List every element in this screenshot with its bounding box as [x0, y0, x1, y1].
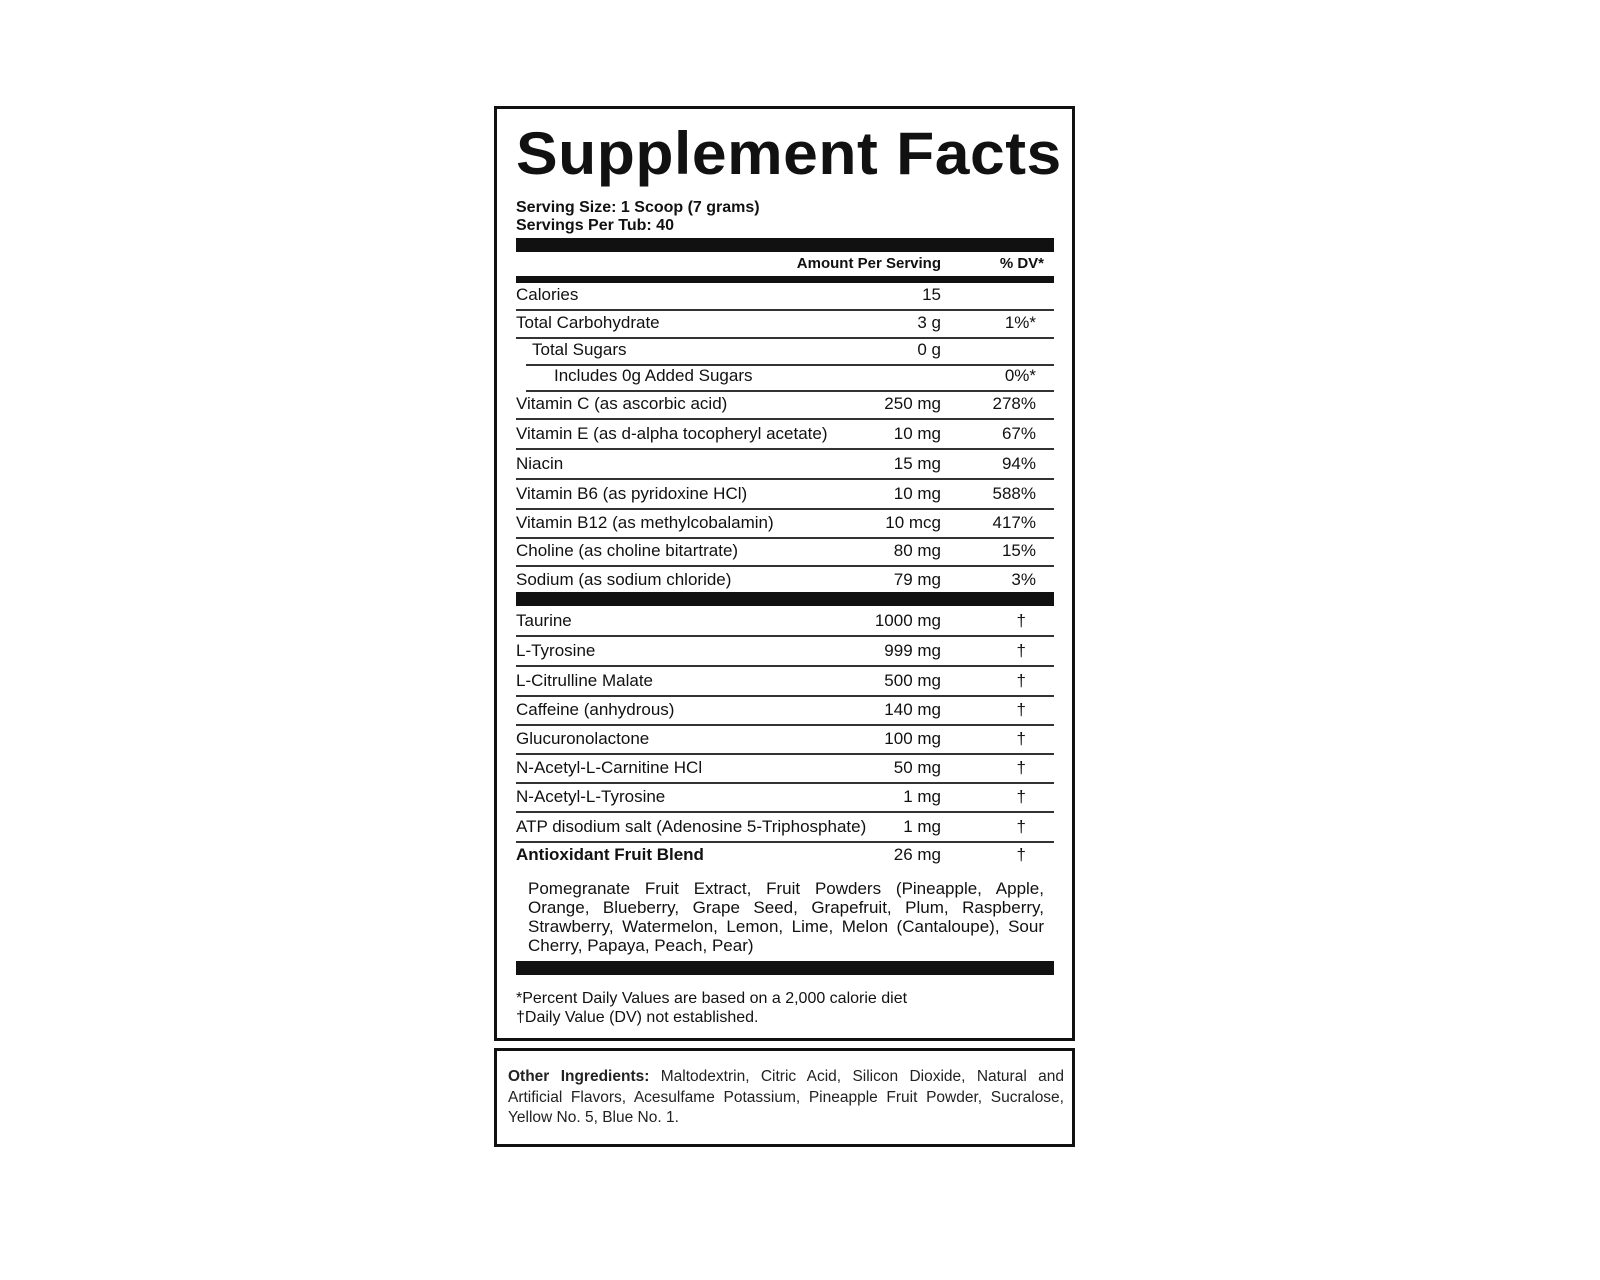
other-ingredients-label: Other Ingredients: — [508, 1068, 650, 1085]
footnote-dagger: †Daily Value (DV) not established. — [516, 1009, 759, 1026]
ingredient-row: N-Acetyl-L-Carnitine HCl 50 mg † — [516, 755, 1054, 784]
servings-per-container: Servings Per Tub: 40 — [516, 217, 674, 234]
row-dv: 67% — [1001, 424, 1036, 443]
row-name: Glucuronolactone — [516, 729, 650, 748]
nutrient-row: Calories 15 — [516, 283, 1054, 311]
row-name: Includes 0g Added Sugars — [554, 366, 753, 385]
row-dv: † — [1016, 671, 1026, 690]
row-amount: 10 mg — [893, 484, 941, 503]
row-amount: 50 mg — [893, 758, 941, 777]
row-amount: 10 mg — [893, 424, 941, 443]
ingredient-row: L-Tyrosine 999 mg † — [516, 637, 1054, 667]
row-name: ATP disodium salt (Adenosine 5-Triphosph… — [516, 817, 867, 836]
row-amount: 15 — [922, 285, 941, 304]
row-amount: 1000 mg — [874, 611, 941, 630]
ingredient-row: Caffeine (anhydrous) 140 mg † — [516, 697, 1054, 726]
row-name: Caffeine (anhydrous) — [516, 700, 675, 719]
row-name: Total Carbohydrate — [516, 313, 660, 332]
row-amount: 250 mg — [884, 394, 941, 413]
row-amount: 1 mg — [903, 817, 941, 836]
supplement-facts-panel: Supplement Facts Serving Size: 1 Scoop (… — [494, 106, 1075, 1041]
column-header: Amount Per Serving % DV* — [516, 249, 1054, 276]
row-dv: † — [1016, 700, 1026, 719]
row-dv: † — [1016, 845, 1026, 864]
row-dv: 588% — [992, 484, 1036, 503]
thick-divider — [516, 238, 1054, 252]
row-dv: 94% — [1001, 454, 1036, 473]
nutrient-row: Includes 0g Added Sugars 0%* — [526, 366, 1054, 392]
nutrient-row: Vitamin B12 (as methylcobalamin) 10 mcg 41… — [516, 510, 1054, 539]
row-name: Vitamin C (as ascorbic acid) — [516, 394, 728, 413]
row-name: Antioxidant Fruit Blend — [516, 845, 704, 864]
amount-header: Amount Per Serving — [796, 255, 941, 272]
row-dv: † — [1016, 787, 1026, 806]
row-name: Total Sugars — [532, 340, 627, 359]
row-name: Vitamin E (as d-alpha tocopheryl acetate… — [516, 424, 828, 443]
ingredient-row: ATP disodium salt (Adenosine 5-Triphosph… — [516, 813, 1054, 843]
dv-header: % DV* — [999, 255, 1044, 272]
row-amount: 3 g — [917, 313, 941, 332]
row-amount: 26 mg — [893, 845, 941, 864]
row-amount: 140 mg — [884, 700, 941, 719]
ingredient-row: Antioxidant Fruit Blend 26 mg † — [516, 843, 1054, 869]
nutrient-row: Vitamin E (as d-alpha tocopheryl acetate… — [516, 420, 1054, 450]
nutrient-row: Niacin 15 mg 94% — [516, 450, 1054, 480]
row-amount: 1 mg — [903, 787, 941, 806]
serving-size: Serving Size: 1 Scoop (7 grams) — [516, 199, 760, 216]
row-dv: † — [1016, 641, 1026, 660]
nutrient-row: Vitamin B6 (as pyridoxine HCl) 10 mg 588% — [516, 480, 1054, 510]
row-amount: 500 mg — [884, 671, 941, 690]
other-ingredients-panel: Other Ingredients: Maltodextrin, Citric … — [494, 1048, 1075, 1147]
ingredient-row: Glucuronolactone 100 mg † — [516, 726, 1054, 755]
row-amount: 999 mg — [884, 641, 941, 660]
row-name: N-Acetyl-L-Carnitine HCl — [516, 758, 703, 777]
row-amount: 79 mg — [893, 570, 941, 589]
nutrient-row: Total Sugars 0 g — [526, 339, 1054, 366]
row-dv: † — [1016, 729, 1026, 748]
nutrient-row: Total Carbohydrate 3 g 1%* — [516, 311, 1054, 339]
row-name: N-Acetyl-L-Tyrosine — [516, 787, 666, 806]
row-dv: 0%* — [1004, 366, 1036, 385]
row-name: Vitamin B6 (as pyridoxine HCl) — [516, 484, 748, 503]
row-name: Sodium (as sodium chloride) — [516, 570, 732, 589]
ingredient-row: Taurine 1000 mg † — [516, 608, 1054, 637]
divider — [516, 276, 1054, 283]
row-amount: 100 mg — [884, 729, 941, 748]
nutrient-row: Sodium (as sodium chloride) 79 mg 3% — [516, 567, 1054, 594]
nutrient-row: Choline (as choline bitartrate) 80 mg 15% — [516, 539, 1054, 567]
row-dv: 1%* — [1004, 313, 1036, 332]
row-dv: † — [1016, 758, 1026, 777]
row-name: Choline (as choline bitartrate) — [516, 541, 739, 560]
panel-title: Supplement Facts — [516, 120, 1062, 187]
other-ingredients: Other Ingredients: Maltodextrin, Citric … — [508, 1067, 1064, 1129]
row-dv: 15% — [1001, 541, 1036, 560]
other-ingredients-text: Maltodextrin, Citric Acid, Silicon Dioxi… — [508, 1068, 1064, 1126]
row-name: L-Citrulline Malate — [516, 671, 653, 690]
row-amount: 0 g — [917, 340, 941, 359]
row-dv: 3% — [1011, 570, 1036, 589]
nutrient-row: Vitamin C (as ascorbic acid) 250 mg 278% — [516, 392, 1054, 420]
footnote-dv: *Percent Daily Values are based on a 2,0… — [516, 990, 908, 1007]
row-amount: 80 mg — [893, 541, 941, 560]
row-dv: † — [1016, 817, 1026, 836]
row-dv: 417% — [992, 513, 1036, 532]
ingredient-row: N-Acetyl-L-Tyrosine 1 mg † — [516, 784, 1054, 813]
row-name: Niacin — [516, 454, 564, 473]
row-amount: 10 mcg — [885, 513, 941, 532]
row-name: Calories — [516, 285, 579, 304]
ingredient-row: L-Citrulline Malate 500 mg † — [516, 667, 1054, 697]
row-dv: 278% — [992, 394, 1036, 413]
thick-divider — [516, 592, 1054, 606]
row-name: Vitamin B12 (as methylcobalamin) — [516, 513, 774, 532]
row-name: L-Tyrosine — [516, 641, 596, 660]
row-name: Taurine — [516, 611, 572, 630]
blend-description: Pomegranate Fruit Extract, Fruit Powders… — [528, 879, 1044, 955]
row-dv: † — [1016, 611, 1026, 630]
row-amount: 15 mg — [893, 454, 941, 473]
thick-divider — [516, 961, 1054, 975]
